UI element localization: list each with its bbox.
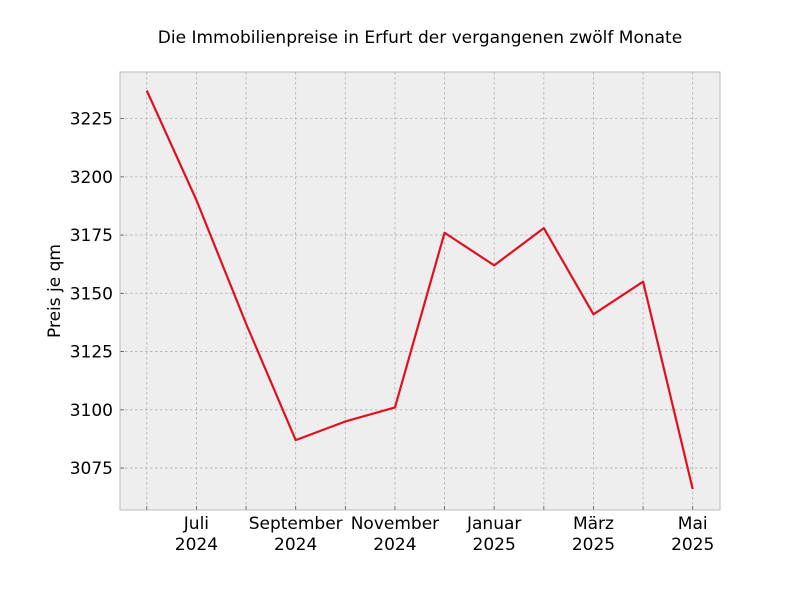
grid-lines (120, 72, 720, 510)
plot-area (120, 72, 720, 510)
x-tick-year: 2025 (671, 535, 714, 555)
x-tick-year: 2025 (473, 535, 516, 555)
series-line (145, 90, 694, 490)
y-tick-label: 3075 (70, 459, 113, 479)
x-tick-month: Juli (183, 514, 209, 534)
x-tick-label: Januar 2025 (466, 514, 521, 555)
x-tick-label: Mai 2025 (671, 514, 714, 555)
x-tick-label: März 2025 (572, 514, 615, 555)
y-tick-label: 3225 (70, 110, 113, 130)
x-tick-year: 2024 (373, 535, 416, 555)
chart-title: Die Immobilienpreise in Erfurt der verga… (158, 28, 682, 48)
y-tick-label: 3125 (70, 343, 113, 363)
x-tick-month: Januar (466, 514, 521, 534)
y-tick-label: 3200 (70, 168, 113, 188)
x-tick-label: November 2024 (351, 514, 439, 555)
x-tick-year: 2024 (274, 535, 317, 555)
x-tick-year: 2025 (572, 535, 615, 555)
y-axis-label: Preis je qm (45, 244, 65, 338)
x-tick-label: September 2024 (249, 514, 343, 555)
x-tick-month: März (573, 514, 614, 534)
y-axis: 3075 3100 3125 3150 3175 3200 3225 (70, 110, 124, 479)
y-tick-label: 3175 (70, 226, 113, 246)
y-tick-label: 3150 (70, 284, 113, 304)
plot-frame (119, 71, 721, 511)
x-tick-month: November (351, 514, 439, 534)
x-tick-month: September (249, 514, 343, 534)
x-tick-month: Mai (678, 514, 708, 534)
x-tick-label: Juli 2024 (175, 514, 218, 555)
x-tick-year: 2024 (175, 535, 218, 555)
y-tick-label: 3100 (70, 401, 113, 421)
